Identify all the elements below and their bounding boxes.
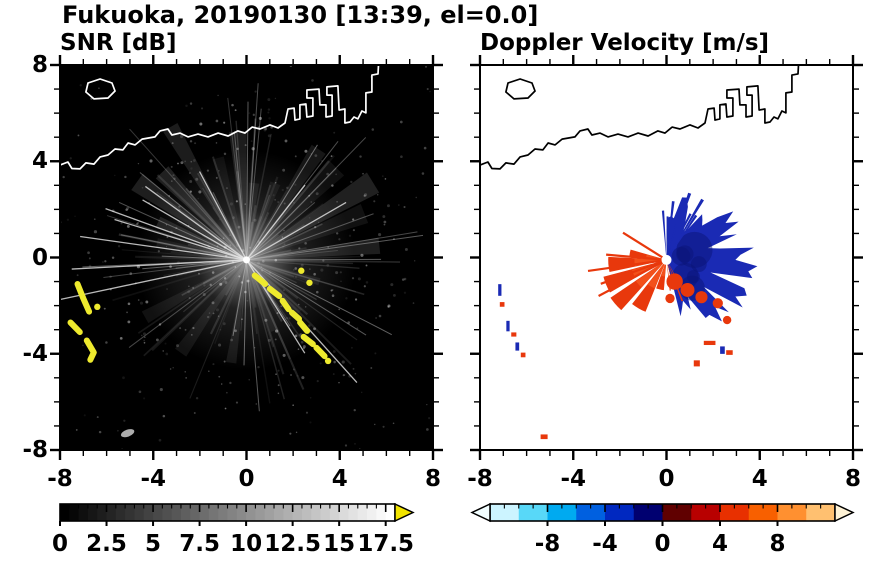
radar-center-dot: [243, 256, 250, 264]
figure-title: Fukuoka, 20190130 [13:39, el=0.0]: [62, 1, 539, 29]
velocity-colorbar-over-arrow: [834, 502, 855, 523]
clutter-arc: [289, 309, 302, 322]
clutter-arc: [67, 319, 83, 336]
colorbar-tick-label: 0: [51, 531, 68, 557]
clutter-arc: [83, 337, 97, 363]
y-tick-label: -8: [22, 437, 48, 463]
velocity-panel-content: [480, 65, 800, 440]
colorbar-tick-label: 4: [711, 531, 728, 557]
island-outline: [504, 78, 536, 100]
colorbar-tick-label: 2.5: [86, 531, 127, 557]
clutter-dot: [324, 357, 332, 365]
velocity-speck: [720, 346, 725, 354]
velocity-colorbar: [470, 502, 855, 526]
x-tick-label: 4: [331, 466, 348, 492]
y-tick-label: -4: [22, 340, 48, 367]
positive-velocity-patch: [666, 273, 683, 290]
x-tick-label: 4: [751, 466, 768, 492]
colorbar-tick-label: 10: [230, 531, 263, 557]
velocity-speck: [693, 360, 700, 367]
colorbar-tick-label: -8: [534, 531, 561, 557]
velocity-speck: [520, 352, 526, 358]
velocity-colorbar-under-arrow: [470, 502, 491, 523]
velocity-speck: [703, 340, 716, 346]
clutter-arc: [74, 281, 93, 315]
colorbar-tick-label: 0: [654, 531, 671, 557]
clutter-dot: [306, 279, 313, 286]
positive-velocity-patch: [722, 315, 732, 325]
x-tick-label: -8: [467, 466, 493, 492]
velocity-panel-title: Doppler Velocity [m/s]: [480, 30, 770, 56]
clutter-arc: [300, 333, 316, 348]
velocity-speck: [511, 332, 517, 337]
clutter-arc: [279, 297, 292, 313]
positive-velocity-patch: [665, 293, 675, 304]
clutter-dot: [94, 303, 101, 311]
positive-velocity-patch: [695, 291, 708, 304]
colorbar-tick-label: 12.5: [264, 531, 321, 557]
clutter-arc: [251, 272, 269, 287]
positive-velocity-patch: [680, 282, 695, 297]
coastline: [480, 65, 800, 170]
x-tick-label: -4: [140, 466, 167, 492]
x-tick-label: 8: [844, 466, 861, 492]
colorbar-tick-label: 5: [145, 531, 162, 557]
x-tick-label: 8: [424, 466, 441, 492]
colorbar-tick-label: 15: [323, 531, 356, 557]
clutter-arc: [313, 344, 328, 360]
snr-colorbar-over-arrow: [394, 502, 415, 523]
clutter-arc: [266, 285, 283, 299]
snr-colorbar: [59, 502, 415, 526]
velocity-speck: [499, 302, 505, 307]
velocity-speck: [540, 434, 548, 440]
velocity-speck: [726, 350, 733, 355]
clutter-dot: [298, 267, 305, 274]
clutter-arc: [297, 319, 311, 334]
radar-center-dot: [661, 254, 672, 265]
y-tick-label: 0: [31, 244, 48, 271]
x-tick-label: -4: [560, 466, 587, 492]
colorbar-tick-label: 7.5: [179, 531, 220, 557]
island-outline: [84, 78, 116, 100]
colorbar-tick-label: -4: [592, 531, 618, 557]
colorbar-tick-label: 8: [769, 531, 786, 557]
colorbar-tick-label: 17.5: [357, 531, 415, 557]
noise-smudge: [120, 429, 135, 438]
x-tick-label: 0: [658, 466, 675, 492]
velocity-speck: [515, 342, 520, 351]
snr-panel-title: SNR [dB]: [60, 30, 177, 56]
x-tick-label: -8: [47, 466, 73, 492]
snr-panel-content: [60, 65, 431, 450]
coastline: [60, 65, 380, 170]
positive-velocity-patch: [712, 298, 723, 309]
y-tick-label: 8: [31, 52, 48, 78]
y-tick-label: 4: [31, 148, 48, 175]
velocity-speck: [498, 284, 502, 296]
velocity-speck: [506, 320, 510, 332]
x-tick-label: 0: [238, 466, 255, 492]
